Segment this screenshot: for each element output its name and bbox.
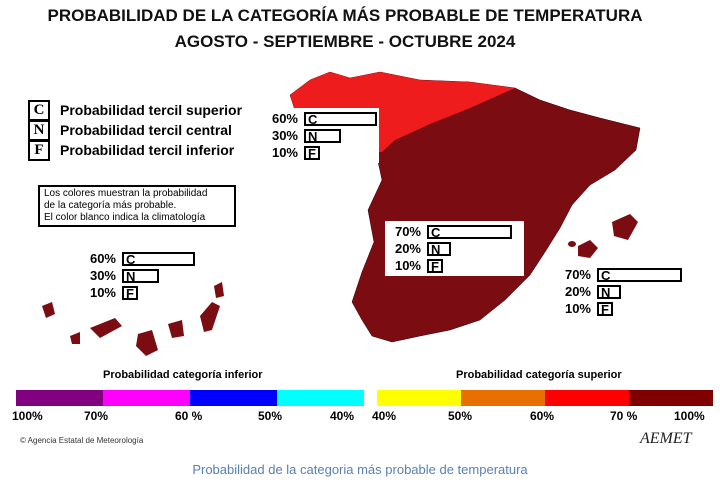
scale-tick: 100% — [674, 409, 705, 423]
region-north-coast — [290, 72, 515, 152]
key-label: Probabilidad tercil central — [60, 122, 232, 138]
scale-swatch — [16, 390, 103, 406]
scale-upper-title: Probabilidad categoría superior — [456, 369, 622, 381]
scale-tick: 70% — [84, 409, 109, 423]
prob-row-f: 10% F — [80, 284, 195, 301]
probs-north-coast: 60% C 30% N 10% F — [262, 108, 380, 163]
prob-row-f: 10% F — [555, 300, 682, 317]
note-line: de la categoría más probable. — [44, 200, 177, 211]
prob-percent: 10% — [394, 258, 421, 273]
scale-swatch — [377, 390, 461, 406]
prob-percent: 70% — [564, 267, 591, 282]
scale-lower-title: Probabilidad categoría inferior — [103, 369, 263, 381]
scale-tick: 50% — [448, 409, 473, 423]
scale-swatch — [190, 390, 277, 406]
scale-tick: 60 % — [175, 409, 203, 423]
prob-percent: 10% — [89, 285, 116, 300]
scale-tick: 50% — [258, 409, 283, 423]
prob-percent: 20% — [564, 284, 591, 299]
prob-row-n: 30% N — [80, 267, 195, 284]
prob-row-n: 20% N — [385, 240, 512, 257]
prob-bar: N — [597, 284, 622, 299]
prob-percent: 60% — [89, 251, 116, 266]
prob-row-n: 20% N — [555, 283, 682, 300]
scale-swatch — [103, 390, 190, 406]
region-baleares — [568, 214, 638, 258]
prob-percent: 10% — [271, 145, 298, 160]
prob-bar: F — [304, 145, 320, 160]
key-row-f: F Probabilidad tercil inferior — [28, 139, 242, 161]
prob-bar: F — [597, 301, 613, 316]
key-row-c: C Probabilidad tercil superior — [28, 99, 243, 121]
probs-baleares: 70% C 20% N 10% F — [555, 264, 685, 319]
scale-tick: 40% — [372, 409, 397, 423]
prob-bar: F — [427, 258, 443, 273]
probs-canarias: 60% C 30% N 10% F — [80, 248, 198, 303]
copyright: © Agencia Estatal de Meteorología — [20, 436, 144, 445]
caption: Probabilidad de la categoria más probabl… — [192, 462, 528, 477]
scale-upper-bar — [377, 390, 713, 406]
scale-swatch — [461, 390, 545, 406]
region-canarias — [42, 282, 224, 356]
prob-bar: F — [122, 285, 138, 300]
prob-bar: N — [304, 128, 341, 143]
aemet-logo: AEMET — [640, 430, 692, 447]
scale-swatch — [545, 390, 629, 406]
prob-row-c: 70% C — [555, 266, 683, 283]
scale-tick: 100% — [12, 409, 43, 423]
probs-peninsula: 70% C 20% N 10% F — [385, 221, 525, 276]
key-label: Probabilidad tercil inferior — [60, 142, 235, 158]
scale-tick: 40% — [330, 409, 355, 423]
prob-row-c: 70% C — [385, 223, 513, 240]
prob-percent: 70% — [394, 224, 421, 239]
prob-bar: C — [304, 111, 378, 126]
scale-swatch — [277, 390, 364, 406]
scale-tick: 70 % — [610, 409, 638, 423]
prob-bar: N — [122, 268, 159, 283]
scale-lower-bar — [16, 390, 364, 406]
scale-swatch — [629, 390, 713, 406]
key-letter: C — [28, 99, 50, 121]
category-key: C Probabilidad tercil superior N Probabili… — [28, 99, 243, 161]
key-row-n: N Probabilidad tercil central — [28, 119, 242, 141]
prob-bar: N — [427, 241, 452, 256]
key-letter: F — [28, 139, 50, 161]
scale-tick: 60% — [530, 409, 555, 423]
prob-percent: 30% — [271, 128, 298, 143]
prob-bar: C — [597, 267, 683, 282]
note-line: Los colores muestran la probabilidad — [44, 188, 208, 199]
title-line2: AGOSTO - SEPTIEMBRE - OCTUBRE 2024 — [174, 32, 516, 51]
prob-row-c: 60% C — [262, 110, 378, 127]
color-note: Los colores muestran la probabilidad de … — [38, 185, 236, 227]
key-label: Probabilidad tercil superior — [60, 102, 243, 118]
prob-bar: C — [122, 251, 196, 266]
prob-row-c: 60% C — [80, 250, 196, 267]
prob-percent: 30% — [89, 268, 116, 283]
prob-percent: 20% — [394, 241, 421, 256]
prob-row-f: 10% F — [262, 144, 377, 161]
key-letter: N — [28, 119, 50, 141]
prob-percent: 60% — [271, 111, 298, 126]
title-line1: PROBABILIDAD DE LA CATEGORÍA MÁS PROBABL… — [47, 6, 643, 25]
prob-bar: C — [427, 224, 513, 239]
prob-percent: 10% — [564, 301, 591, 316]
note-line: El color blanco indica la climatología — [44, 212, 206, 223]
prob-row-f: 10% F — [385, 257, 512, 274]
prob-row-n: 30% N — [262, 127, 377, 144]
